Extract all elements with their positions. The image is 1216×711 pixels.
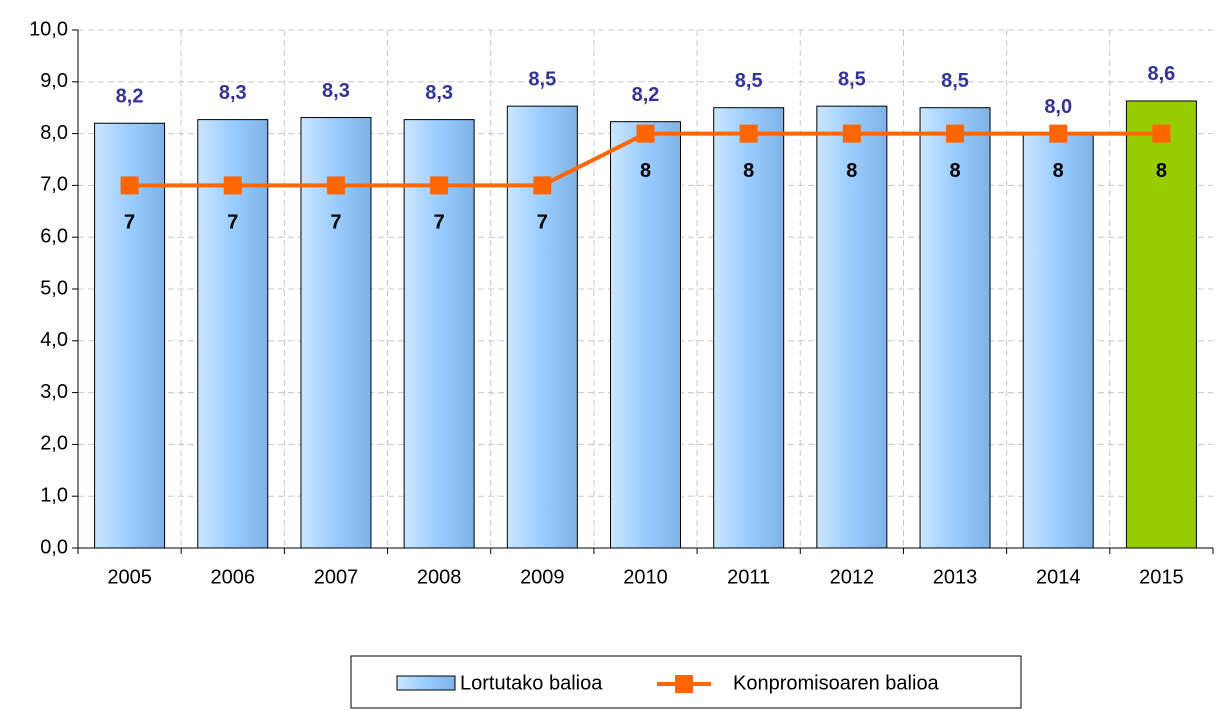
line-marker <box>120 176 139 195</box>
x-tick-label: 2006 <box>211 566 256 588</box>
y-tick-label: 1,0 <box>40 484 68 506</box>
line-marker <box>223 176 242 195</box>
line-value-label: 8 <box>949 160 960 182</box>
line-marker <box>326 176 345 195</box>
bar <box>1125 100 1197 549</box>
line-marker <box>842 124 861 143</box>
line-marker <box>946 124 965 143</box>
y-tick-label: 4,0 <box>40 329 68 351</box>
y-tick-label: 0,0 <box>40 536 68 558</box>
bar <box>816 105 888 549</box>
line-value-label: 7 <box>124 212 135 234</box>
bar-value-label: 8,2 <box>632 84 660 106</box>
bar-value-label: 8,5 <box>941 70 969 92</box>
bar-value-label: 8,3 <box>322 80 350 102</box>
line-marker <box>533 176 552 195</box>
line-value-label: 7 <box>434 212 445 234</box>
y-tick-label: 9,0 <box>40 70 68 92</box>
x-tick-label: 2015 <box>1139 566 1184 588</box>
y-tick-label: 3,0 <box>40 381 68 403</box>
bar-value-label: 8,3 <box>425 82 453 104</box>
line-marker <box>1049 124 1068 143</box>
bar <box>919 107 991 549</box>
legend-swatch <box>396 675 456 691</box>
y-tick-label: 6,0 <box>40 225 68 247</box>
y-tick-label: 5,0 <box>40 277 68 299</box>
line-marker <box>739 124 758 143</box>
line-marker <box>636 124 655 143</box>
x-tick-label: 2007 <box>314 566 359 588</box>
y-tick-label: 8,0 <box>40 122 68 144</box>
line-value-label: 7 <box>227 212 238 234</box>
bar <box>713 107 785 549</box>
bar <box>610 121 681 549</box>
x-tick-label: 2011 <box>727 566 770 588</box>
x-tick-label: 2014 <box>1036 566 1081 588</box>
y-tick-label: 7,0 <box>40 174 68 196</box>
x-tick-label: 2008 <box>417 566 462 588</box>
x-tick-label: 2005 <box>107 566 152 588</box>
line-marker <box>430 176 449 195</box>
line-marker <box>1152 124 1171 143</box>
bar-value-label: 8,3 <box>219 82 247 104</box>
x-tick-label: 2013 <box>933 566 978 588</box>
bar-value-label: 8,2 <box>116 86 144 108</box>
x-tick-label: 2010 <box>623 566 668 588</box>
line-value-label: 8 <box>1156 160 1167 182</box>
line-value-label: 8 <box>640 160 651 182</box>
bar-value-label: 8,0 <box>1044 96 1072 118</box>
legend-label: Konpromisoaren balioa <box>733 672 940 694</box>
bar-value-label: 8,5 <box>838 68 866 90</box>
line-value-label: 7 <box>537 212 548 234</box>
y-tick-label: 10,0 <box>29 18 68 40</box>
x-tick-label: 2009 <box>520 566 565 588</box>
legend-marker <box>675 675 693 693</box>
bar-value-label: 8,6 <box>1148 63 1176 85</box>
legend-label: Lortutako balioa <box>460 672 603 694</box>
line-value-label: 8 <box>846 160 857 182</box>
bar-value-label: 8,5 <box>528 68 556 90</box>
y-tick-label: 2,0 <box>40 433 68 455</box>
line-value-label: 8 <box>743 160 754 182</box>
bar-value-label: 8,5 <box>735 70 763 92</box>
bar <box>1022 133 1094 549</box>
x-tick-label: 2012 <box>830 566 875 588</box>
line-value-label: 8 <box>1053 160 1064 182</box>
line-value-label: 7 <box>330 212 341 234</box>
